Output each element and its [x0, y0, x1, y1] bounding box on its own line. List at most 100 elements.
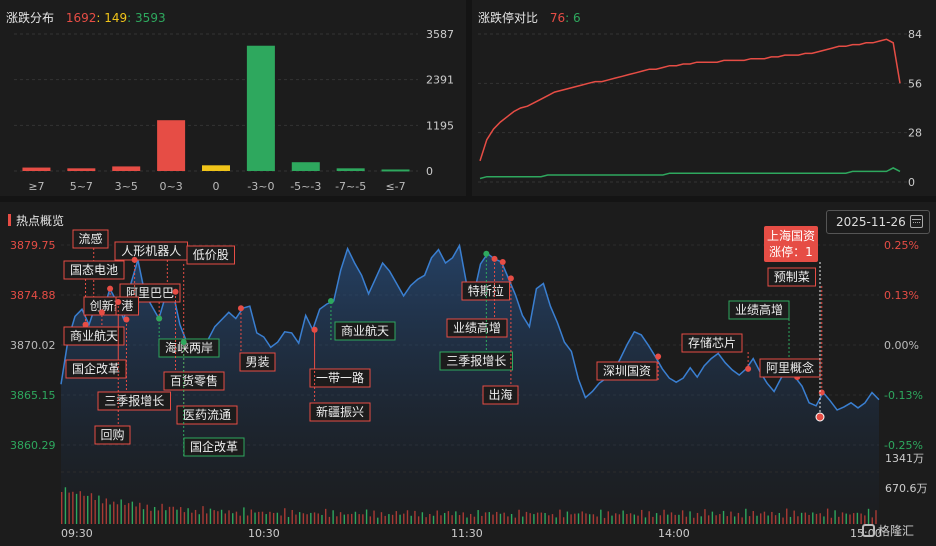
volume-bar: [347, 514, 349, 524]
x-tick-label: ≤-7: [385, 180, 405, 193]
annotation-label: 新疆振兴: [316, 404, 364, 419]
volume-bar: [153, 506, 156, 524]
annotation-label: 业绩高增: [453, 320, 501, 335]
volume-bar: [298, 512, 301, 524]
volume-bar: [510, 513, 513, 524]
annotation-dot: [131, 256, 138, 263]
volume-bar: [388, 514, 390, 524]
volume-bar: [161, 503, 163, 524]
volume-bar: [577, 513, 580, 524]
annotation-box: [63, 326, 125, 346]
annotation-dot: [507, 275, 514, 282]
series-line: [479, 167, 901, 180]
volume-bar: [592, 514, 595, 524]
volume-bar: [603, 517, 606, 524]
volume-bar: [544, 512, 546, 524]
volume-bar: [860, 513, 862, 524]
volume-bar: [871, 517, 873, 524]
volume-bar: [295, 514, 297, 524]
volume-bar: [826, 508, 829, 524]
volume-bar: [79, 491, 81, 524]
volume-bar: [815, 513, 818, 524]
volume-bar: [183, 512, 186, 524]
volume-bar: [176, 509, 178, 524]
annotation-box: [482, 385, 519, 405]
breadth-title-text: 涨跌分布: [6, 11, 55, 25]
y-tick-left: 3860.29: [10, 439, 56, 452]
bar: [246, 45, 275, 171]
volume-bar: [678, 514, 680, 524]
volume-bar: [786, 508, 788, 524]
volume-bar: [752, 511, 754, 524]
volume-bar: [87, 495, 89, 524]
annotation-box: [309, 368, 371, 388]
volume-bar: [637, 515, 639, 524]
volume-bar: [458, 515, 461, 524]
volume-bar: [384, 515, 386, 524]
volume-bar: [741, 517, 743, 524]
logo-text: 格隆汇: [878, 524, 915, 538]
logo: 格隆汇: [862, 522, 914, 539]
volume-bar: [127, 503, 130, 524]
volume-bar: [488, 512, 490, 524]
volume-bar: [250, 509, 253, 524]
volume-bar: [443, 512, 446, 524]
volume-bar: [726, 516, 728, 524]
annotation-label: 出海: [488, 387, 512, 402]
calendar-icon[interactable]: [910, 215, 923, 228]
volume-bar: [447, 511, 450, 524]
volume-bar: [113, 501, 115, 524]
y-tick-label: 84: [908, 28, 922, 41]
volume-bar: [715, 515, 717, 524]
y-tick-label: 2391: [426, 74, 454, 87]
bar: [381, 169, 410, 172]
volume-bar: [455, 511, 457, 524]
volume-bar: [429, 513, 431, 524]
x-tick-label: 3~5: [115, 180, 138, 193]
volume-bar: [109, 504, 111, 524]
volume-bar: [767, 515, 769, 524]
annotation-box: [97, 391, 171, 411]
y-tick-right: -0.13%: [884, 389, 923, 402]
bar: [22, 167, 51, 171]
volume-bar: [611, 515, 613, 524]
volume-bar: [477, 510, 479, 524]
annotation-box: [186, 245, 235, 265]
annotation-dot: [156, 315, 163, 322]
volume-bar: [700, 516, 702, 524]
volume-bar: [648, 511, 650, 524]
x-tick-label: -3~0: [247, 180, 274, 193]
annotation-label: 回购: [100, 427, 124, 442]
date-picker[interactable]: 2025-11-26: [826, 210, 930, 234]
volume-bar: [328, 516, 331, 524]
volume-bar: [421, 512, 424, 524]
volume-bar: [670, 512, 673, 524]
volume-bar: [559, 509, 561, 524]
volume-bar: [864, 515, 866, 524]
volume-bar: [146, 504, 148, 524]
volume-bar: [525, 511, 528, 524]
limit-title: 涨跌停对比 76: 6: [478, 9, 581, 26]
volume-bar: [68, 492, 70, 524]
volume-bar: [131, 501, 134, 524]
hot-intraday-chart[interactable]: 3879.75 0.25% 3874.88 0.13% 3870.02 0.00% 3865…: [0, 202, 936, 546]
annotation-label: 业绩高增: [735, 302, 783, 317]
volume-bar: [187, 508, 189, 524]
volume-bar: [704, 509, 706, 524]
volume-bar: [745, 508, 747, 524]
volume-bar: [98, 495, 100, 524]
annotation-label: 国企改革: [72, 361, 120, 376]
volume-bar: [782, 517, 784, 524]
volume-bar: [663, 509, 665, 524]
volume-bar: [235, 511, 238, 524]
annotation-box: [446, 318, 508, 338]
volume-tick: 670.6万: [885, 482, 928, 495]
annotation-dot: [180, 339, 187, 346]
volume-bar: [217, 511, 219, 524]
volume-bar: [548, 515, 550, 524]
volume-bar: [332, 510, 334, 524]
limit-title-text: 涨跌停对比: [478, 11, 539, 25]
volume-bar: [856, 512, 859, 524]
volume-bar: [719, 514, 721, 524]
volume-bar: [618, 514, 621, 524]
